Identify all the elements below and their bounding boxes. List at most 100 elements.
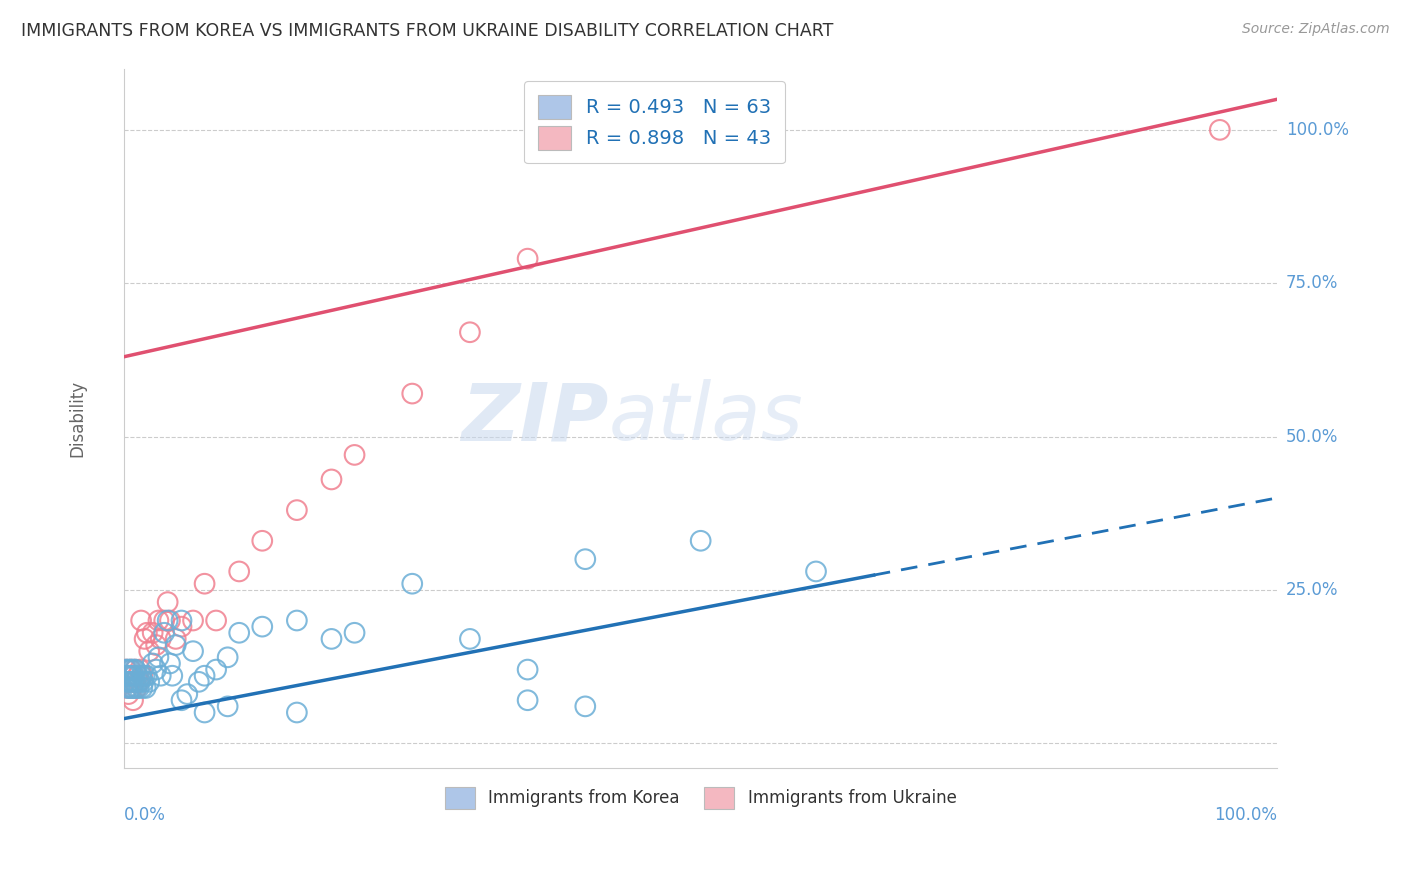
- Point: [149, 632, 172, 646]
- Point: [574, 699, 596, 714]
- Point: [127, 674, 149, 689]
- Text: 100.0%: 100.0%: [1286, 120, 1348, 139]
- Point: [114, 674, 136, 689]
- Point: [401, 576, 423, 591]
- Point: [117, 663, 139, 677]
- Point: [122, 663, 145, 677]
- Point: [228, 565, 250, 579]
- Point: [131, 669, 153, 683]
- Point: [115, 674, 138, 689]
- Point: [321, 632, 343, 646]
- Point: [343, 448, 366, 462]
- Point: [117, 681, 139, 695]
- Point: [194, 669, 217, 683]
- Point: [135, 625, 157, 640]
- Point: [125, 681, 148, 695]
- Point: [165, 632, 187, 646]
- Point: [134, 669, 156, 683]
- Point: [176, 687, 198, 701]
- Point: [128, 674, 150, 689]
- Point: [285, 614, 308, 628]
- Point: [117, 669, 139, 683]
- Point: [127, 669, 149, 683]
- Point: [135, 669, 157, 683]
- Point: [118, 669, 141, 683]
- Point: [117, 674, 139, 689]
- Point: [217, 699, 239, 714]
- Point: [117, 687, 139, 701]
- Text: Disability: Disability: [69, 380, 87, 457]
- Point: [124, 663, 146, 677]
- Point: [125, 681, 148, 695]
- Point: [217, 650, 239, 665]
- Text: 100.0%: 100.0%: [1215, 806, 1278, 824]
- Text: ZIP: ZIP: [461, 379, 609, 457]
- Point: [120, 674, 142, 689]
- Point: [117, 681, 139, 695]
- Point: [142, 657, 165, 671]
- Point: [187, 674, 209, 689]
- Point: [170, 614, 193, 628]
- Point: [121, 681, 143, 695]
- Point: [142, 625, 165, 640]
- Point: [458, 325, 481, 339]
- Point: [285, 706, 308, 720]
- Point: [124, 663, 146, 677]
- Point: [149, 669, 172, 683]
- Text: 50.0%: 50.0%: [1286, 427, 1339, 445]
- Point: [156, 614, 179, 628]
- Point: [145, 638, 167, 652]
- Point: [132, 674, 155, 689]
- Point: [122, 693, 145, 707]
- Point: [118, 681, 141, 695]
- Point: [131, 681, 153, 695]
- Point: [205, 614, 228, 628]
- Point: [194, 576, 217, 591]
- Text: 0.0%: 0.0%: [124, 806, 166, 824]
- Text: Source: ZipAtlas.com: Source: ZipAtlas.com: [1241, 22, 1389, 37]
- Text: atlas: atlas: [609, 379, 803, 457]
- Point: [194, 706, 217, 720]
- Point: [156, 595, 179, 609]
- Point: [401, 386, 423, 401]
- Point: [115, 663, 138, 677]
- Point: [162, 669, 184, 683]
- Point: [138, 674, 160, 689]
- Point: [343, 625, 366, 640]
- Point: [159, 614, 181, 628]
- Text: 75.0%: 75.0%: [1286, 274, 1339, 293]
- Point: [122, 674, 145, 689]
- Point: [165, 638, 187, 652]
- Point: [516, 693, 538, 707]
- Point: [458, 632, 481, 646]
- Text: 25.0%: 25.0%: [1286, 581, 1339, 599]
- Point: [228, 625, 250, 640]
- Point: [170, 620, 193, 634]
- Point: [145, 663, 167, 677]
- Point: [129, 614, 152, 628]
- Point: [252, 620, 274, 634]
- Point: [129, 663, 152, 677]
- Legend: Immigrants from Korea, Immigrants from Ukraine: Immigrants from Korea, Immigrants from U…: [437, 780, 963, 815]
- Point: [170, 693, 193, 707]
- Point: [118, 674, 141, 689]
- Point: [804, 565, 827, 579]
- Point: [181, 644, 204, 658]
- Point: [115, 663, 138, 677]
- Point: [321, 472, 343, 486]
- Point: [122, 681, 145, 695]
- Point: [128, 681, 150, 695]
- Point: [129, 669, 152, 683]
- Point: [120, 663, 142, 677]
- Point: [252, 533, 274, 548]
- Point: [285, 503, 308, 517]
- Point: [205, 663, 228, 677]
- Point: [124, 674, 146, 689]
- Point: [689, 533, 711, 548]
- Point: [153, 625, 176, 640]
- Point: [148, 614, 170, 628]
- Point: [516, 663, 538, 677]
- Point: [134, 632, 156, 646]
- Point: [117, 669, 139, 683]
- Point: [1209, 123, 1232, 137]
